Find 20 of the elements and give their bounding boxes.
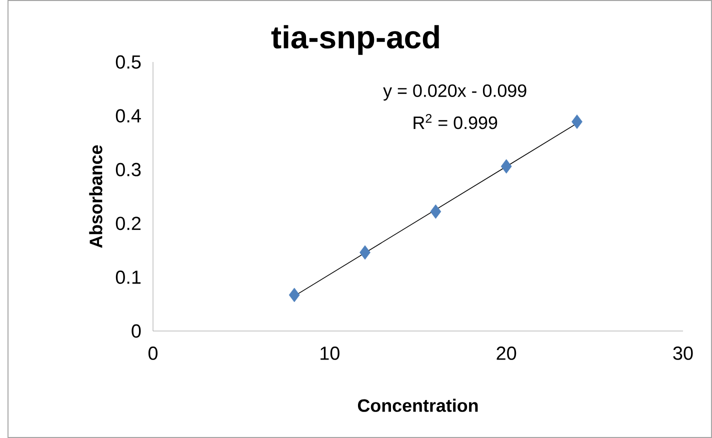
x-tick-label: 20 — [496, 346, 516, 360]
point — [430, 204, 442, 219]
x-tick-label: 30 — [673, 346, 693, 360]
x-tick-label: 0 — [148, 346, 158, 360]
annotation: R$^{2}$ = 0.999 — [414, 114, 498, 130]
annotation: y = 0.020x - 0.099 — [383, 84, 526, 101]
y-axis-title: Absorbance — [89, 145, 102, 248]
point — [360, 245, 370, 260]
y-tick-label: 0.4 — [116, 109, 141, 123]
point — [288, 288, 300, 302]
point — [572, 114, 582, 129]
x-tick-label: 10 — [320, 346, 340, 360]
x-axis-title: Concentration — [358, 398, 478, 412]
y-tick-label: 0.3 — [116, 162, 141, 176]
y-tick-label: 0.2 — [116, 216, 141, 230]
y-tick-label: 0.1 — [116, 270, 141, 284]
y-tick-label: 0 — [132, 324, 141, 338]
point — [500, 159, 512, 174]
chart-title: tia-snp-acd — [271, 25, 439, 55]
y-tick-label: 0.5 — [116, 55, 141, 69]
